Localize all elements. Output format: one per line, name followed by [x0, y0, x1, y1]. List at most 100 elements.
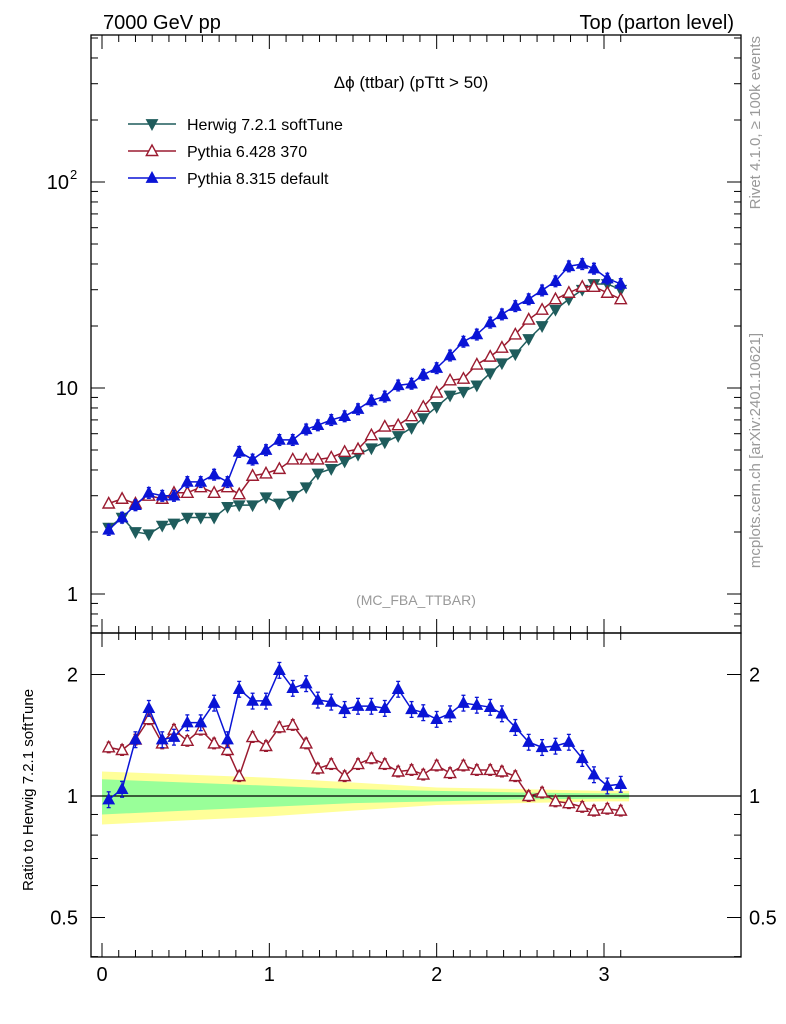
main-series-0-point	[391, 431, 405, 443]
ratio-series-0-point	[587, 803, 601, 816]
ratio-series-0-point	[115, 742, 129, 756]
ratio-series-1-point	[508, 720, 522, 733]
ratio-series-0-point	[416, 767, 431, 780]
main-series-2-point	[614, 276, 628, 289]
ratio-series-0-point	[337, 768, 352, 782]
main-series-1-point	[324, 450, 339, 463]
main-series-0-point	[430, 402, 444, 414]
ratio-series-1-point	[311, 692, 325, 705]
ratio-series-1-point	[522, 735, 536, 747]
main-series-1-point	[521, 312, 536, 325]
main-series-1-point	[429, 385, 444, 398]
main-series-1-point	[561, 285, 576, 298]
x-tick-label: 0	[96, 964, 107, 986]
main-series-2-point	[155, 488, 169, 501]
main-series-0-point	[522, 334, 536, 346]
ratio-series-0-point	[613, 803, 628, 816]
main-series-1-point	[587, 279, 601, 292]
main-series-0-point	[378, 437, 392, 450]
ratio-frame	[90, 632, 742, 958]
rivet-version-label: Rivet 4.1.0, ≥ 100k events	[747, 36, 764, 209]
ratio-series-0-point	[310, 761, 325, 774]
y-tick-label: 1	[67, 584, 78, 606]
ratio-series-1-point	[587, 767, 601, 780]
x-tick-label: 3	[598, 964, 609, 986]
ratio-series-0-point	[232, 768, 247, 782]
ratio-series-1-point	[391, 682, 405, 694]
ratio-series-1-point	[614, 777, 628, 789]
ratio-series-0-point	[600, 801, 615, 814]
ratio-series-0-point	[285, 717, 300, 731]
ratio-series-1-point	[232, 682, 246, 694]
main-series-2-point	[324, 412, 338, 425]
main-series-2-point	[115, 510, 129, 523]
main-series-0-point	[180, 512, 194, 525]
main-series-0-point	[129, 527, 142, 539]
ratio-series-1-point	[483, 700, 497, 712]
main-series-2-point	[207, 467, 221, 480]
legend-label: Pythia 6.428 370	[187, 144, 307, 161]
main-series-2-point	[167, 488, 181, 501]
ratio-series-1-point	[443, 706, 457, 719]
ratio-series-0-point	[101, 739, 116, 753]
ratio-series-1-point	[351, 699, 365, 711]
legend-marker	[145, 119, 159, 131]
ratio-series-0-point	[404, 762, 419, 776]
ratio-series-0-point	[272, 719, 287, 733]
main-series-2-point	[575, 257, 589, 269]
main-series-0-point	[549, 304, 562, 317]
ratio-plot: 0 1 2 3 0.5 0.5 1 1 2 2	[50, 632, 777, 986]
ratio-series-1-point	[246, 693, 260, 706]
legend-label: Herwig 7.2.1 softTune	[187, 117, 343, 134]
main-series-1-point	[232, 486, 247, 500]
main-series-1-point	[377, 419, 392, 432]
main-series-2-point	[102, 522, 116, 535]
main-series-1-point	[469, 357, 484, 370]
ratio-series-0-point	[324, 756, 339, 770]
ratio-series-0-point	[548, 793, 563, 807]
y-tick-label: 10	[56, 378, 78, 400]
ratio-series-1-point	[430, 712, 444, 725]
ratio-series-0-point	[495, 764, 509, 777]
header-right-label: Top (parton level)	[579, 12, 734, 34]
ratio-series-1-point	[416, 705, 430, 718]
main-series-1-point	[600, 285, 615, 298]
ratio-series-0-point	[443, 765, 457, 779]
legend: Herwig 7.2.1 softTune Pythia 6.428 370 Pyt…	[128, 117, 343, 188]
x-tick-label: 2	[431, 964, 442, 986]
main-series-2-point	[259, 443, 273, 455]
main-series-0-point	[167, 518, 181, 531]
ratio-series-0-point	[508, 768, 523, 782]
main-series-2-line	[108, 263, 622, 531]
main-series-0-point	[299, 482, 313, 495]
ratio-series-1-point	[207, 696, 221, 708]
ratio-series-0-point	[469, 762, 484, 776]
ratio-series-0-point	[561, 795, 576, 809]
main-series-1-point	[483, 349, 498, 362]
ratio-series-0-point	[575, 799, 590, 813]
main-series-1-point	[310, 451, 325, 465]
ratio-series-1-point	[259, 693, 273, 706]
main-series-1-point	[456, 371, 471, 384]
main-series-1-point	[180, 485, 195, 498]
main-series-2-point	[299, 422, 313, 435]
main-series-1-point	[416, 399, 431, 413]
ratio-series-0-point	[220, 742, 235, 756]
ratio-series-1-point	[142, 701, 156, 714]
ratio-series-1-point	[129, 732, 142, 745]
ratio-series-0-point	[351, 756, 365, 770]
ratio-series-0-point	[245, 729, 260, 743]
main-series-2-point	[194, 474, 208, 487]
main-series-2-point	[365, 393, 378, 406]
legend-marker	[145, 143, 159, 157]
ratio-series-0-point	[521, 788, 536, 802]
main-series-2-point	[351, 402, 365, 414]
main-series-0-point	[443, 390, 457, 403]
main-series-2-point	[443, 348, 457, 361]
ratio-series-1-point	[405, 702, 418, 715]
ratio-series-0-point	[483, 762, 498, 776]
ratio-series-1-point	[167, 730, 181, 742]
ratio-series-1-point	[155, 732, 169, 745]
main-series-1-point	[548, 291, 563, 305]
